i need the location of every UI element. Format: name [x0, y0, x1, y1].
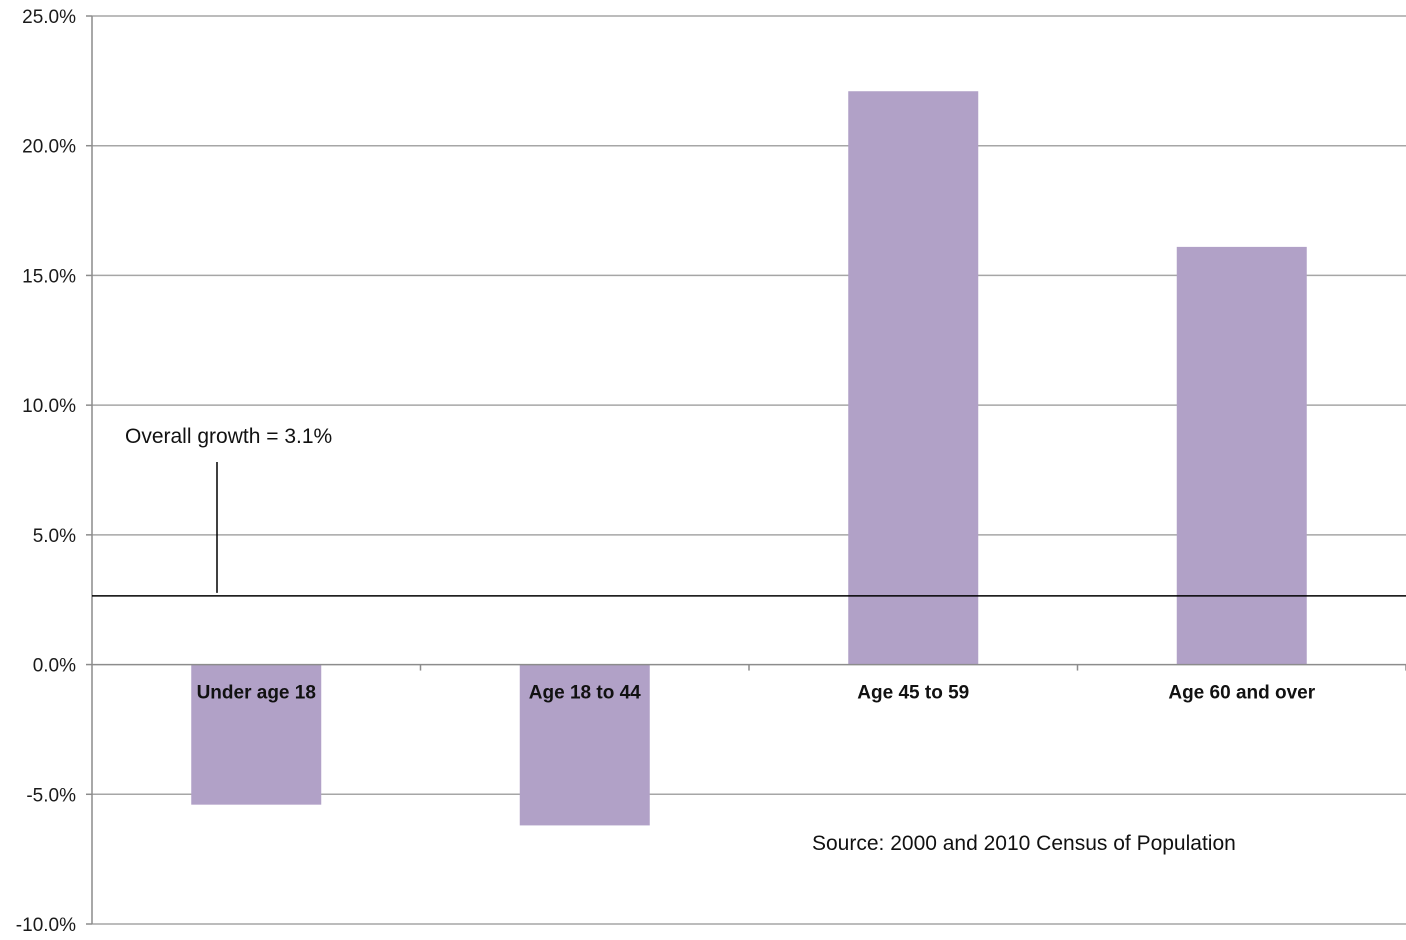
category-label: Age 60 and over [1168, 683, 1315, 704]
bar [191, 664, 322, 805]
axes [86, 15, 1406, 925]
y-tick-label: 0.0% [33, 656, 76, 677]
source-note: Source: 2000 and 2010 Census of Populati… [812, 832, 1236, 855]
y-tick-label: -5.0% [26, 785, 76, 806]
y-tick-label: 20.0% [22, 137, 76, 158]
bar [1176, 246, 1307, 665]
overall-growth-label: Overall growth = 3.1% [125, 425, 332, 448]
y-tick-labels: 25.0% 20.0% 15.0% 10.0% 5.0% 0.0% -5.0% -10.0% [16, 7, 76, 936]
bar [519, 664, 650, 826]
category-label: Age 18 to 44 [529, 683, 641, 704]
y-tick-label: 10.0% [22, 396, 76, 417]
category-label: Under age 18 [197, 683, 316, 704]
y-tick-label: -10.0% [16, 915, 76, 936]
y-tick-label: 25.0% [22, 7, 76, 28]
y-tick-label: 5.0% [33, 526, 76, 547]
bars [191, 91, 1307, 826]
bar [848, 91, 979, 665]
reference-line-group: Overall growth = 3.1% [92, 425, 1406, 597]
y-tick-label: 15.0% [22, 266, 76, 287]
category-label: Age 45 to 59 [857, 683, 969, 704]
category-labels: Under age 18 Age 18 to 44 Age 45 to 59 Age … [197, 683, 1316, 704]
